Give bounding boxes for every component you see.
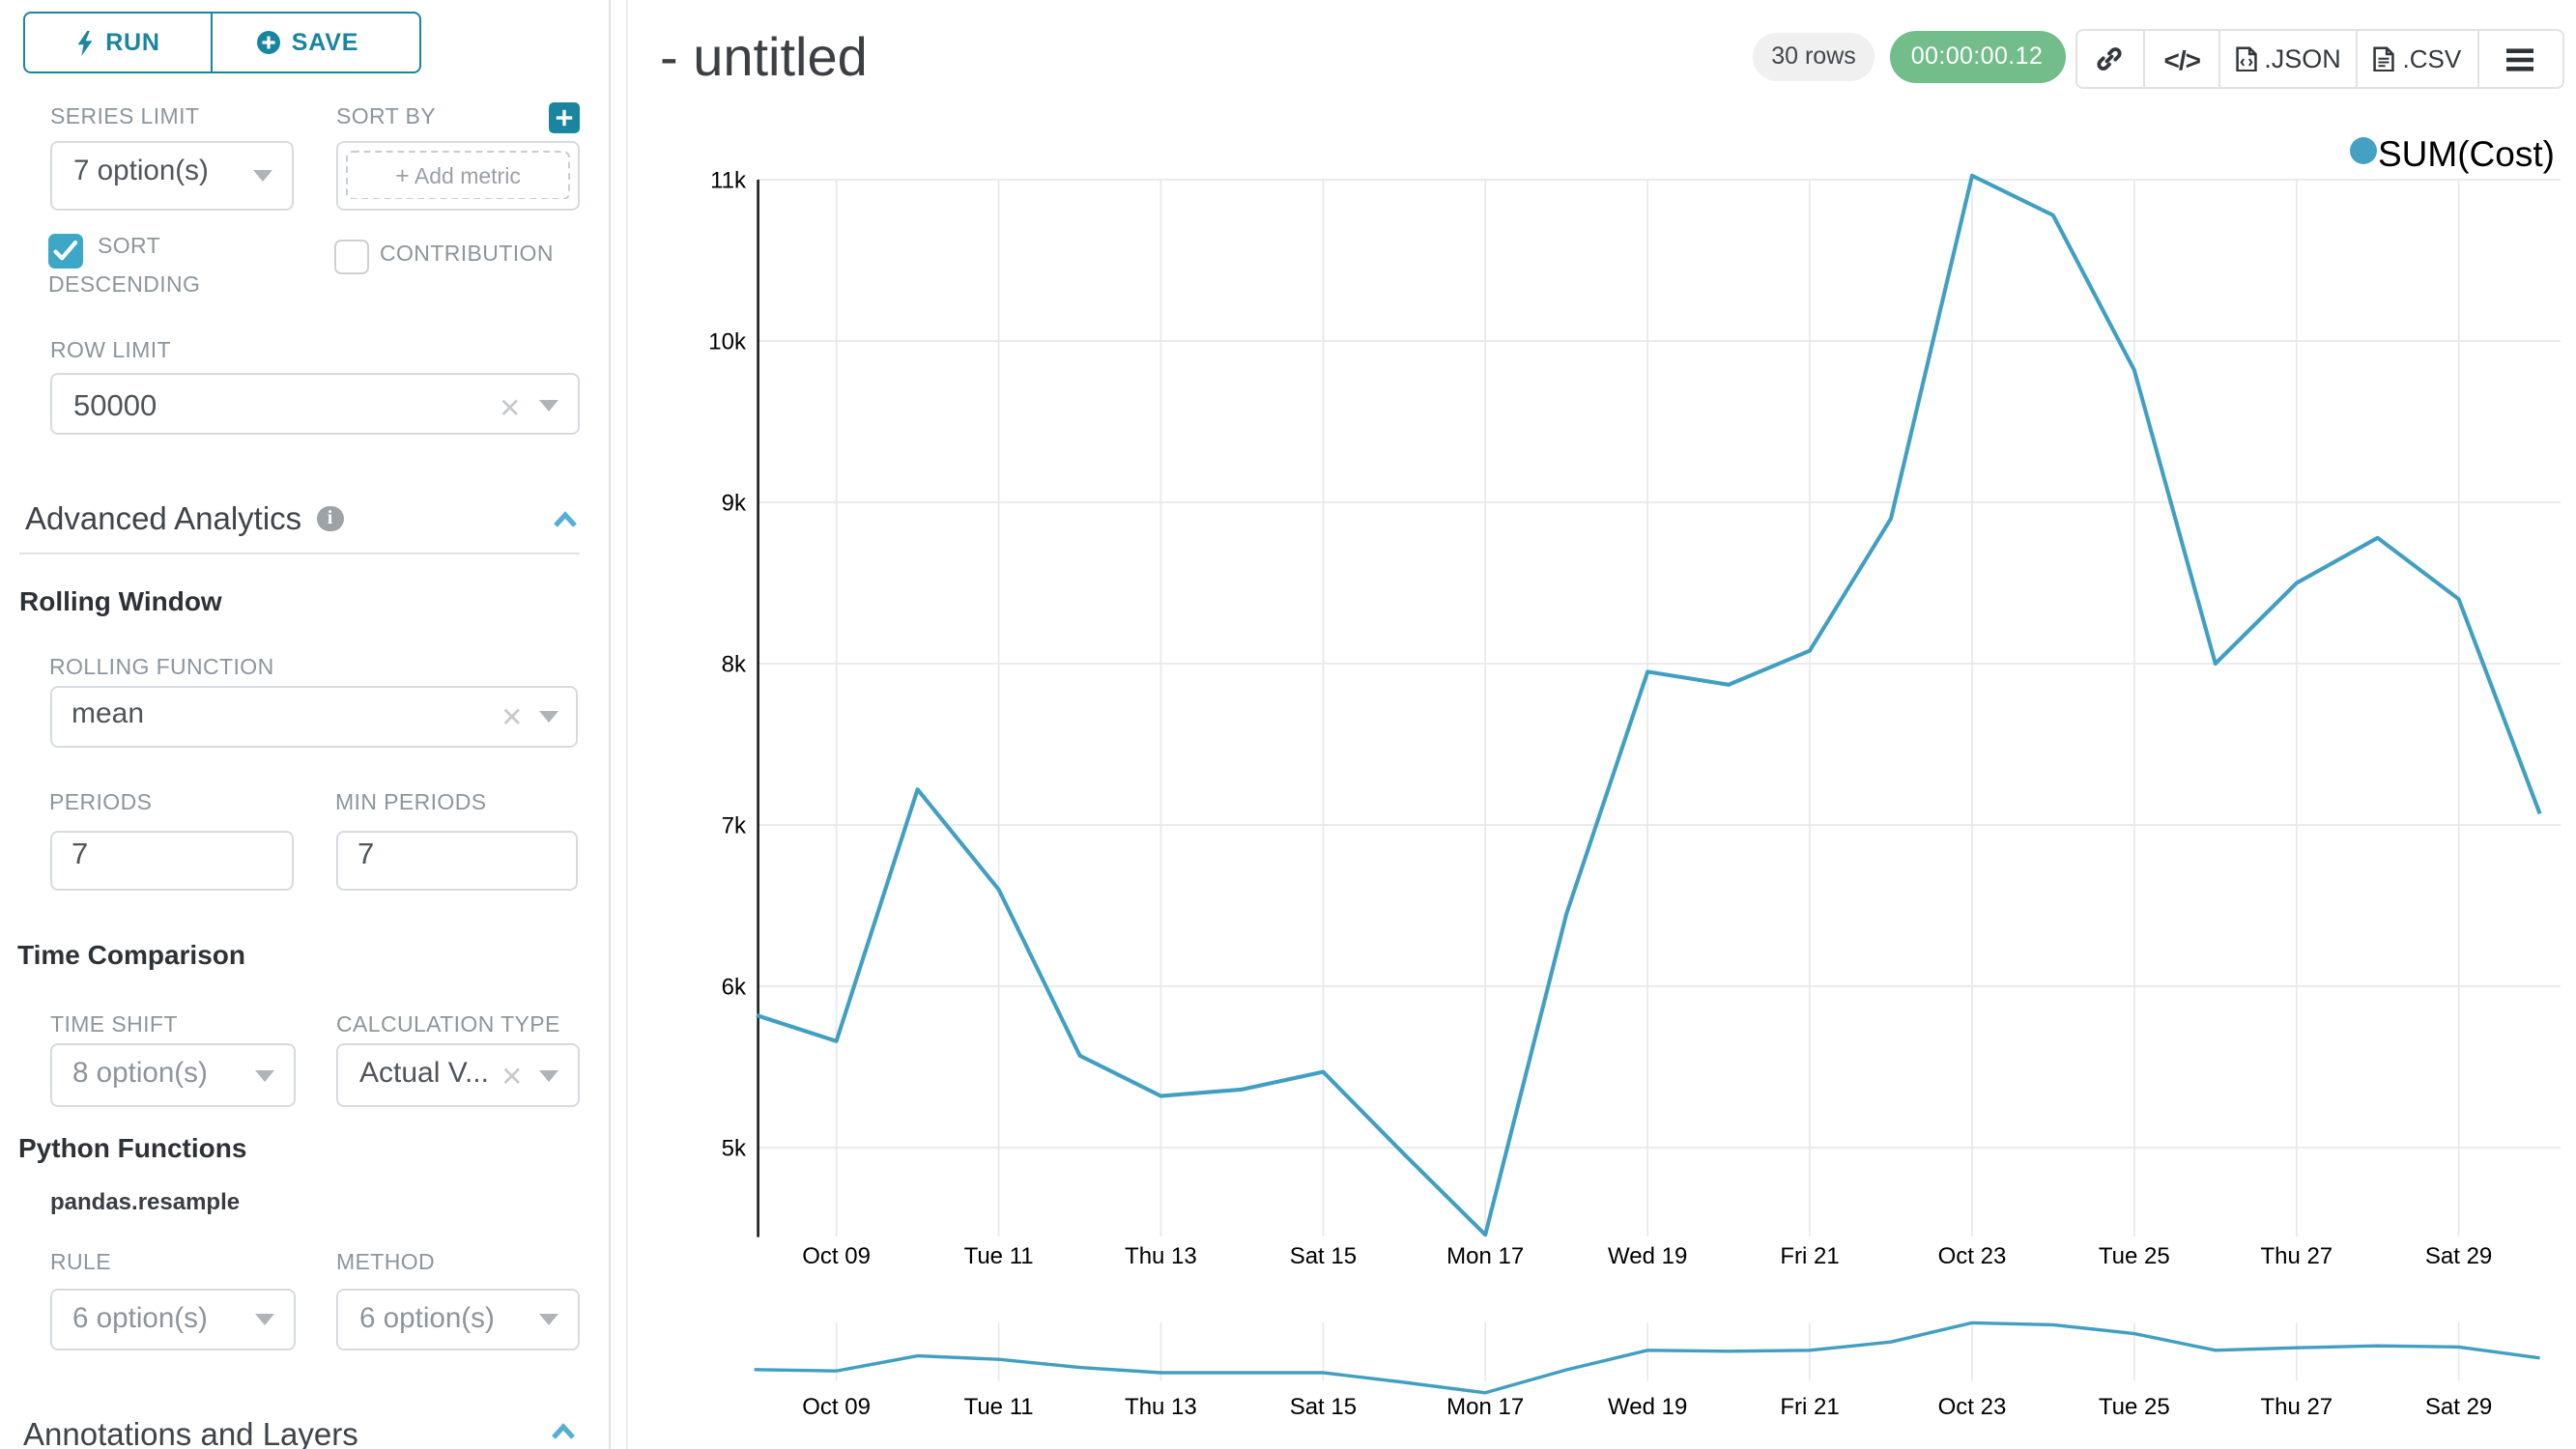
svg-text:5k: 5k [722,1135,747,1161]
svg-text:Sat 29: Sat 29 [2425,1243,2492,1269]
svg-text:Tue 11: Tue 11 [964,1243,1034,1269]
svg-text:Thu 27: Thu 27 [2260,1394,2333,1420]
svg-text:8k: 8k [722,651,747,677]
svg-text:11k: 11k [710,167,747,193]
svg-text:Tue 25: Tue 25 [2099,1243,2170,1269]
svg-text:Tue 11: Tue 11 [964,1394,1034,1420]
svg-text:Fri 21: Fri 21 [1780,1394,1839,1420]
svg-text:7k: 7k [722,812,747,838]
svg-text:Mon 17: Mon 17 [1446,1394,1524,1420]
svg-text:9k: 9k [722,490,747,516]
svg-text:Thu 13: Thu 13 [1125,1394,1197,1420]
svg-text:6k: 6k [722,974,747,1000]
svg-text:Oct 09: Oct 09 [802,1243,871,1269]
svg-text:Thu 13: Thu 13 [1125,1243,1197,1269]
svg-text:Thu 27: Thu 27 [2260,1243,2333,1269]
svg-text:10k: 10k [708,328,747,355]
svg-text:Wed 19: Wed 19 [1608,1394,1687,1420]
svg-text:Sat 15: Sat 15 [1290,1243,1357,1269]
svg-text:Oct 23: Oct 23 [1938,1394,2007,1420]
svg-text:Oct 09: Oct 09 [802,1394,871,1420]
svg-text:Sat 29: Sat 29 [2425,1394,2492,1420]
svg-text:Sat 15: Sat 15 [1290,1394,1357,1420]
svg-text:Fri 21: Fri 21 [1780,1243,1839,1269]
svg-text:Tue 25: Tue 25 [2099,1394,2170,1420]
svg-text:Mon 17: Mon 17 [1446,1243,1524,1269]
svg-text:Oct 23: Oct 23 [1938,1243,2007,1269]
svg-text:Wed 19: Wed 19 [1608,1243,1687,1269]
